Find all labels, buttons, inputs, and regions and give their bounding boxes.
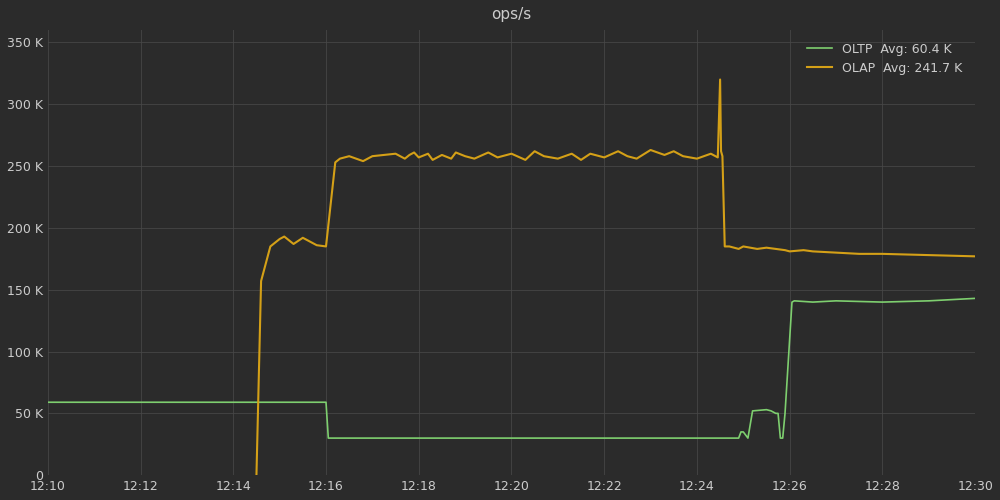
OLAP  Avg: 241.7 K: (17, 1.8e+05): 241.7 K: (17, 1.8e+05)	[830, 250, 842, 256]
Title: ops/s: ops/s	[491, 7, 532, 22]
OLTP  Avg: 60.4 K: (15.8, 3e+04): 60.4 K: (15.8, 3e+04)	[777, 435, 789, 441]
OLAP  Avg: 241.7 K: (4.5, 0): 241.7 K: (4.5, 0)	[250, 472, 262, 478]
OLTP  Avg: 60.4 K: (12, 3e+04): 60.4 K: (12, 3e+04)	[598, 435, 610, 441]
OLAP  Avg: 241.7 K: (14.9, 1.83e+05): 241.7 K: (14.9, 1.83e+05)	[733, 246, 745, 252]
OLTP  Avg: 60.4 K: (15.9, 5e+04): 60.4 K: (15.9, 5e+04)	[779, 410, 791, 416]
OLTP  Avg: 60.4 K: (15, 3.5e+04): 60.4 K: (15, 3.5e+04)	[737, 429, 749, 435]
OLTP  Avg: 60.4 K: (14.8, 3e+04): 60.4 K: (14.8, 3e+04)	[728, 435, 740, 441]
OLTP  Avg: 60.4 K: (15.8, 3e+04): 60.4 K: (15.8, 3e+04)	[774, 435, 786, 441]
OLAP  Avg: 241.7 K: (10, 2.6e+05): 241.7 K: (10, 2.6e+05)	[505, 150, 517, 156]
OLTP  Avg: 60.4 K: (6.1, 3e+04): 60.4 K: (6.1, 3e+04)	[325, 435, 337, 441]
OLTP  Avg: 60.4 K: (14, 3e+04): 60.4 K: (14, 3e+04)	[691, 435, 703, 441]
OLTP  Avg: 60.4 K: (16.1, 1.41e+05): 60.4 K: (16.1, 1.41e+05)	[788, 298, 800, 304]
OLTP  Avg: 60.4 K: (15.7, 5e+04): 60.4 K: (15.7, 5e+04)	[770, 410, 782, 416]
OLTP  Avg: 60.4 K: (15.8, 5e+04): 60.4 K: (15.8, 5e+04)	[772, 410, 784, 416]
OLTP  Avg: 60.4 K: (16.5, 1.4e+05): 60.4 K: (16.5, 1.4e+05)	[807, 299, 819, 305]
OLTP  Avg: 60.4 K: (6, 5.9e+04): 60.4 K: (6, 5.9e+04)	[320, 399, 332, 405]
OLAP  Avg: 241.7 K: (20, 1.77e+05): 241.7 K: (20, 1.77e+05)	[969, 254, 981, 260]
OLTP  Avg: 60.4 K: (8, 3e+04): 60.4 K: (8, 3e+04)	[413, 435, 425, 441]
Line: OLTP  Avg: 60.4 K: OLTP Avg: 60.4 K	[48, 298, 975, 438]
OLTP  Avg: 60.4 K: (20, 1.43e+05): 60.4 K: (20, 1.43e+05)	[969, 296, 981, 302]
OLTP  Avg: 60.4 K: (7, 3e+04): 60.4 K: (7, 3e+04)	[366, 435, 378, 441]
Line: OLAP  Avg: 241.7 K: OLAP Avg: 241.7 K	[256, 80, 975, 475]
OLTP  Avg: 60.4 K: (11, 3e+04): 60.4 K: (11, 3e+04)	[552, 435, 564, 441]
OLTP  Avg: 60.4 K: (5.9, 5.9e+04): 60.4 K: (5.9, 5.9e+04)	[315, 399, 327, 405]
OLTP  Avg: 60.4 K: (16.1, 1.4e+05): 60.4 K: (16.1, 1.4e+05)	[786, 299, 798, 305]
OLAP  Avg: 241.7 K: (5.3, 1.87e+05): 241.7 K: (5.3, 1.87e+05)	[288, 241, 300, 247]
OLTP  Avg: 60.4 K: (19, 1.41e+05): 60.4 K: (19, 1.41e+05)	[923, 298, 935, 304]
OLTP  Avg: 60.4 K: (13, 3e+04): 60.4 K: (13, 3e+04)	[645, 435, 657, 441]
OLTP  Avg: 60.4 K: (0, 5.9e+04): 60.4 K: (0, 5.9e+04)	[42, 399, 54, 405]
OLTP  Avg: 60.4 K: (9, 3e+04): 60.4 K: (9, 3e+04)	[459, 435, 471, 441]
OLTP  Avg: 60.4 K: (17, 1.41e+05): 60.4 K: (17, 1.41e+05)	[830, 298, 842, 304]
OLTP  Avg: 60.4 K: (14.9, 3.5e+04): 60.4 K: (14.9, 3.5e+04)	[735, 429, 747, 435]
OLTP  Avg: 60.4 K: (15.5, 5.3e+04): 60.4 K: (15.5, 5.3e+04)	[760, 406, 772, 412]
OLTP  Avg: 60.4 K: (18, 1.4e+05): 60.4 K: (18, 1.4e+05)	[876, 299, 888, 305]
OLTP  Avg: 60.4 K: (6.05, 3e+04): 60.4 K: (6.05, 3e+04)	[322, 435, 334, 441]
OLAP  Avg: 241.7 K: (7.8, 2.59e+05): 241.7 K: (7.8, 2.59e+05)	[403, 152, 415, 158]
OLAP  Avg: 241.7 K: (8.3, 2.55e+05): 241.7 K: (8.3, 2.55e+05)	[427, 157, 439, 163]
OLAP  Avg: 241.7 K: (14.5, 3.2e+05): 241.7 K: (14.5, 3.2e+05)	[714, 76, 726, 82]
OLTP  Avg: 60.4 K: (15.6, 5.2e+04): 60.4 K: (15.6, 5.2e+04)	[765, 408, 777, 414]
OLTP  Avg: 60.4 K: (10, 3e+04): 60.4 K: (10, 3e+04)	[505, 435, 517, 441]
OLTP  Avg: 60.4 K: (15.2, 5.2e+04): 60.4 K: (15.2, 5.2e+04)	[747, 408, 759, 414]
OLTP  Avg: 60.4 K: (15.1, 3e+04): 60.4 K: (15.1, 3e+04)	[742, 435, 754, 441]
Legend: OLTP  Avg: 60.4 K, OLAP  Avg: 241.7 K: OLTP Avg: 60.4 K, OLAP Avg: 241.7 K	[801, 36, 969, 81]
OLTP  Avg: 60.4 K: (14.9, 3e+04): 60.4 K: (14.9, 3e+04)	[733, 435, 745, 441]
